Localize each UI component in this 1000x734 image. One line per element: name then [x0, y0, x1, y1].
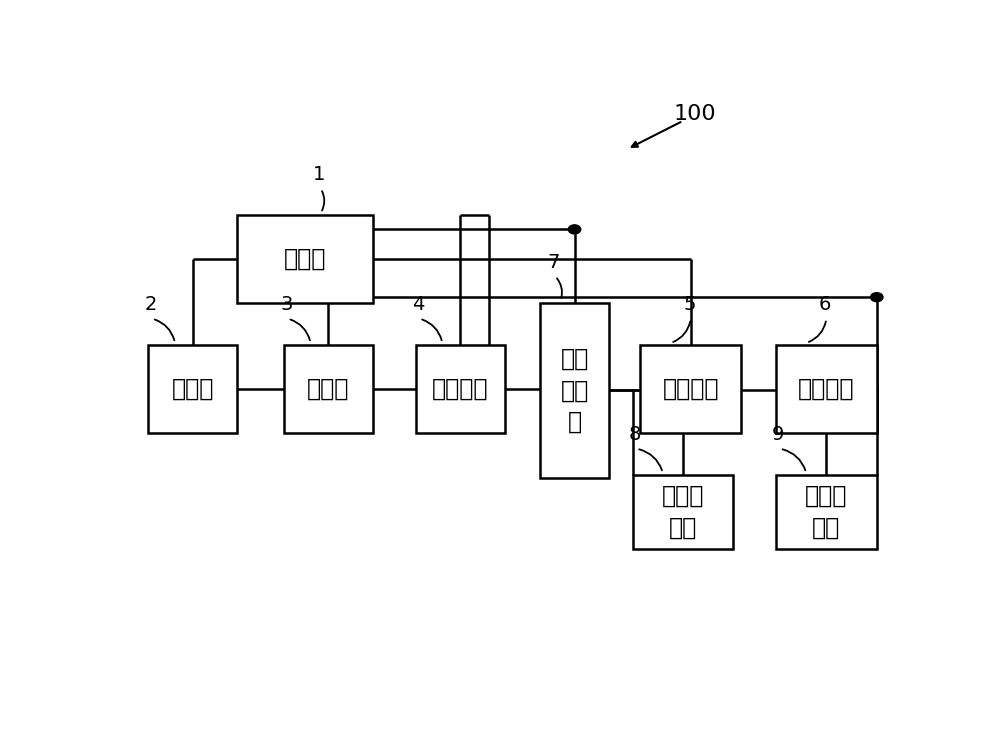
Bar: [148, 345, 237, 433]
Bar: [237, 215, 373, 303]
Text: 控制器: 控制器: [284, 247, 326, 271]
Text: 3: 3: [280, 295, 292, 314]
Text: 离合器: 离合器: [307, 377, 350, 401]
Bar: [640, 345, 741, 433]
Text: 2: 2: [144, 295, 157, 314]
Bar: [776, 345, 877, 433]
Bar: [284, 345, 373, 433]
Text: 8: 8: [629, 425, 641, 444]
Text: 发动机: 发动机: [172, 377, 214, 401]
Text: 第二变
速箱: 第二变 速箱: [662, 484, 704, 539]
Bar: [776, 475, 877, 549]
Text: 第三变
速箱: 第三变 速箱: [805, 484, 848, 539]
Text: 多档
变速
箱: 多档 变速 箱: [560, 347, 589, 434]
Bar: [633, 475, 733, 549]
Text: 7: 7: [547, 252, 560, 272]
Text: 9: 9: [772, 425, 784, 444]
Circle shape: [568, 225, 581, 234]
Text: 第一电机: 第一电机: [432, 377, 488, 401]
Text: 100: 100: [673, 103, 716, 123]
Text: 6: 6: [819, 295, 831, 314]
Text: 5: 5: [683, 295, 696, 314]
Text: 第二电机: 第二电机: [662, 377, 719, 401]
Text: 4: 4: [412, 295, 424, 314]
Bar: [540, 303, 609, 478]
Text: 1: 1: [313, 165, 325, 184]
Bar: [416, 345, 505, 433]
Text: 第三电机: 第三电机: [798, 377, 855, 401]
Circle shape: [871, 293, 883, 302]
